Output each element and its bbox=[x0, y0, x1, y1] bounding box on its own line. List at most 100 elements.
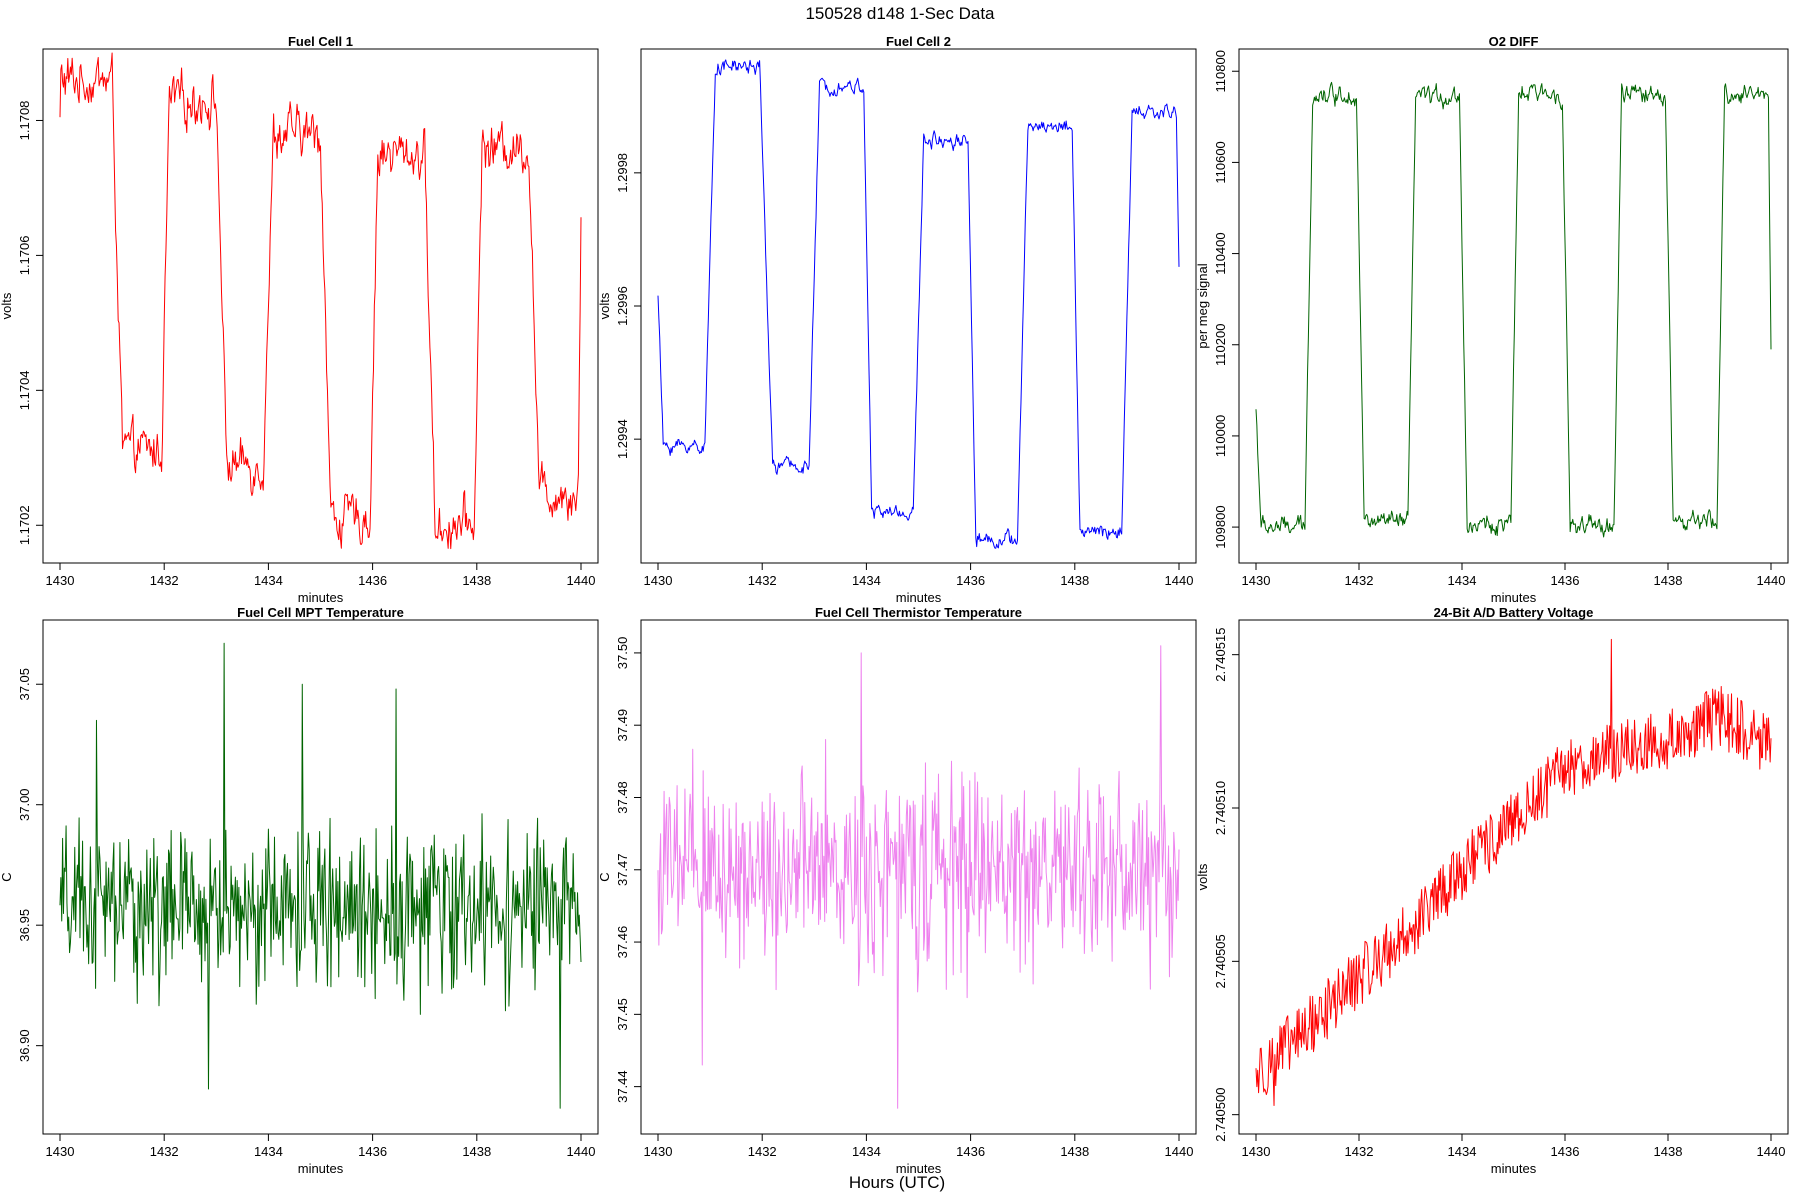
figure-title: 150528 d148 1-Sec Data bbox=[805, 4, 995, 23]
x-axis: 1430 1432 1434 1436 1438 1440 minutes bbox=[1242, 562, 1786, 605]
x-tick-label: 1432 bbox=[748, 1144, 777, 1159]
series-line bbox=[59, 52, 582, 550]
series-line bbox=[59, 642, 582, 1109]
x-tick-label: 1430 bbox=[1242, 573, 1271, 588]
x-tick-label: 1432 bbox=[150, 1144, 179, 1159]
series-line bbox=[657, 59, 1180, 549]
x-axis: 1430 1432 1434 1436 1438 1440 minutes bbox=[644, 562, 1194, 605]
y-axis-label: volts bbox=[1195, 863, 1210, 890]
y-tick-label: 1.1704 bbox=[17, 370, 32, 410]
y-tick-label: 1.2994 bbox=[615, 419, 630, 459]
y-tick-label: 109800 bbox=[1213, 505, 1228, 548]
chart-title: Fuel Cell Thermistor Temperature bbox=[815, 605, 1022, 620]
y-tick-label: 37.05 bbox=[17, 668, 32, 701]
x-tick-label: 1440 bbox=[1757, 573, 1786, 588]
y-tick-label: 37.49 bbox=[615, 709, 630, 742]
x-axis: 1430 1432 1434 1436 1438 1440 minutes bbox=[46, 1133, 596, 1176]
x-axis: 1430 1432 1434 1436 1438 1440 minutes bbox=[46, 562, 596, 605]
y-tick-label: 36.95 bbox=[17, 909, 32, 942]
x-tick-label: 1434 bbox=[852, 1144, 881, 1159]
chart-panel-5: Fuel Cell Thermistor Temperature 1430 1432… bbox=[597, 605, 1197, 1176]
x-axis: 1430 1432 1434 1436 1438 1440 minutes bbox=[1242, 1133, 1786, 1176]
y-axis-label: volts bbox=[0, 292, 14, 319]
plot-frame bbox=[1238, 619, 1789, 1135]
x-axis: 1430 1432 1434 1436 1438 1440 minutes bbox=[644, 1133, 1194, 1176]
x-axis-label: minutes bbox=[298, 1161, 344, 1176]
plot-frame bbox=[42, 48, 599, 564]
series-line bbox=[1255, 638, 1772, 1106]
x-axis-label: minutes bbox=[896, 590, 942, 605]
plot-frame bbox=[640, 48, 1197, 564]
y-tick-label: 37.48 bbox=[615, 781, 630, 814]
x-tick-label: 1430 bbox=[46, 1144, 75, 1159]
y-tick-label: 110400 bbox=[1213, 232, 1228, 274]
x-tick-label: 1434 bbox=[254, 1144, 283, 1159]
x-tick-label: 1440 bbox=[1757, 1144, 1786, 1159]
series-line bbox=[657, 645, 1180, 1109]
x-tick-label: 1438 bbox=[462, 1144, 491, 1159]
x-tick-label: 1438 bbox=[462, 573, 491, 588]
x-tick-label: 1440 bbox=[1165, 573, 1194, 588]
x-axis-label: minutes bbox=[298, 590, 344, 605]
x-tick-label: 1432 bbox=[1345, 573, 1374, 588]
y-tick-label: 1.1702 bbox=[17, 505, 32, 545]
y-tick-label: 37.44 bbox=[615, 1070, 630, 1103]
y-axis-label: C bbox=[597, 872, 612, 881]
x-tick-label: 1432 bbox=[150, 573, 179, 588]
y-axis-label: per meg signal bbox=[1195, 263, 1210, 348]
chart-panel-4: Fuel Cell MPT Temperature 1430 1432 1434 143… bbox=[0, 605, 599, 1176]
y-axis: 1.1702 1.1704 1.1706 1.1708 volts bbox=[0, 101, 44, 545]
y-tick-label: 1.1706 bbox=[17, 236, 32, 276]
y-tick-label: 2.740515 bbox=[1213, 628, 1228, 682]
chart-title: 24-Bit A/D Battery Voltage bbox=[1434, 605, 1594, 620]
y-tick-label: 2.740500 bbox=[1213, 1088, 1228, 1142]
x-tick-label: 1438 bbox=[1060, 1144, 1089, 1159]
chart-title: Fuel Cell 2 bbox=[886, 34, 951, 49]
x-tick-label: 1440 bbox=[567, 1144, 596, 1159]
y-axis: 109800 110000 110200 110400 110600 110800 per … bbox=[1195, 50, 1240, 549]
y-tick-label: 37.50 bbox=[615, 637, 630, 670]
x-tick-label: 1430 bbox=[644, 1144, 673, 1159]
y-tick-label: 36.90 bbox=[17, 1029, 32, 1062]
x-tick-label: 1438 bbox=[1060, 573, 1089, 588]
x-tick-label: 1430 bbox=[1242, 1144, 1271, 1159]
figure-xlabel: Hours (UTC) bbox=[849, 1173, 945, 1192]
chart-title: Fuel Cell MPT Temperature bbox=[237, 605, 404, 620]
x-tick-label: 1436 bbox=[956, 1144, 985, 1159]
y-axis: 37.44 37.45 37.46 37.47 37.48 37.49 37.50 C bbox=[597, 637, 642, 1103]
plot-frame bbox=[1238, 48, 1789, 564]
x-axis-label: minutes bbox=[896, 1161, 942, 1176]
y-tick-label: 110800 bbox=[1213, 50, 1228, 92]
x-tick-label: 1438 bbox=[1654, 1144, 1683, 1159]
series-line bbox=[1255, 81, 1772, 538]
x-tick-label: 1430 bbox=[46, 573, 75, 588]
y-axis-label: volts bbox=[597, 292, 612, 319]
x-tick-label: 1440 bbox=[1165, 1144, 1194, 1159]
y-tick-label: 110600 bbox=[1213, 141, 1228, 183]
x-tick-label: 1440 bbox=[567, 573, 596, 588]
y-tick-label: 37.45 bbox=[615, 998, 630, 1031]
x-tick-label: 1434 bbox=[1448, 573, 1477, 588]
x-tick-label: 1434 bbox=[1448, 1144, 1477, 1159]
y-tick-label: 37.47 bbox=[615, 853, 630, 886]
y-tick-label: 37.46 bbox=[615, 926, 630, 959]
x-axis-label: minutes bbox=[1491, 1161, 1537, 1176]
x-tick-label: 1432 bbox=[748, 573, 777, 588]
y-tick-label: 110200 bbox=[1213, 324, 1228, 366]
chart-panel-2: Fuel Cell 2 1430 1432 1434 1436 1438 1440 minut… bbox=[597, 34, 1197, 605]
x-tick-label: 1434 bbox=[852, 573, 881, 588]
chart-title: Fuel Cell 1 bbox=[288, 34, 353, 49]
chart-panel-1: Fuel Cell 1 1430 1432 1434 1436 1438 1440 minut… bbox=[0, 34, 599, 605]
chart-title: O2 DIFF bbox=[1489, 34, 1539, 49]
panels: Fuel Cell 1 1430 1432 1434 1436 1438 1440 minut… bbox=[0, 34, 1789, 1176]
y-tick-label: 1.2996 bbox=[615, 286, 630, 326]
y-tick-label: 37.00 bbox=[17, 788, 32, 821]
y-tick-label: 110000 bbox=[1213, 415, 1228, 457]
x-tick-label: 1436 bbox=[1551, 573, 1580, 588]
x-tick-label: 1436 bbox=[1551, 1144, 1580, 1159]
x-tick-label: 1432 bbox=[1345, 1144, 1374, 1159]
y-axis: 1.2994 1.2996 1.2998 volts bbox=[597, 153, 642, 459]
y-tick-label: 1.1708 bbox=[17, 101, 32, 141]
x-tick-label: 1438 bbox=[1654, 573, 1683, 588]
